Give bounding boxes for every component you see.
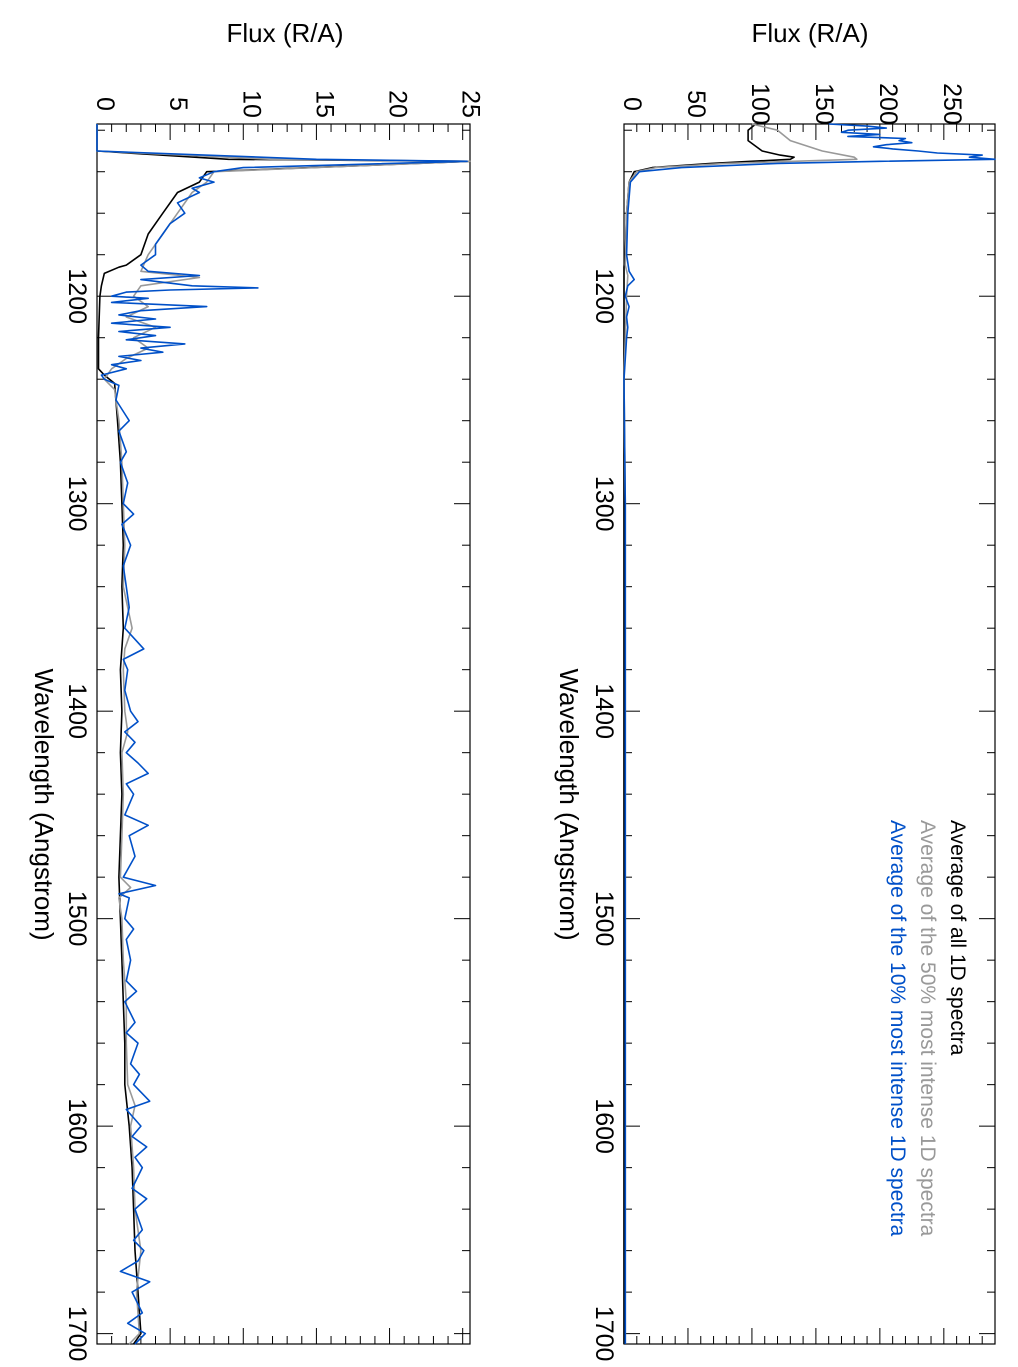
y-tick-label: 100: [746, 83, 774, 125]
x-axis-title: Wavelength (Angstrom): [29, 668, 59, 940]
legend-entry-50pct: Average of the 50% most intense 1D spect…: [916, 820, 939, 1237]
y-tick-label: 250: [938, 83, 966, 125]
x-axis-title: Wavelength (Angstrom): [554, 668, 584, 940]
series-line-1: [96, 124, 471, 1345]
y-tick-label: 25: [457, 90, 485, 118]
x-tick-label: 1500: [590, 891, 618, 947]
x-tick-label: 1600: [590, 1098, 618, 1154]
series-line-3: [96, 124, 468, 1345]
x-tick-label: 1200: [63, 268, 91, 324]
x-tick-label: 1600: [63, 1098, 91, 1154]
series-line-2: [623, 123, 858, 1344]
series-line-1: [623, 123, 795, 1344]
y-tick-label: 15: [310, 90, 338, 118]
x-tick-label: 1300: [590, 476, 618, 532]
y-tick-label: 150: [810, 83, 838, 125]
y-axis-title: Flux (R/A): [752, 18, 869, 48]
legend: Average of all 1D spectra Average of the…: [886, 820, 969, 1237]
x-tick-label: 1700: [590, 1306, 618, 1362]
y-tick-label: 5: [164, 97, 192, 111]
series-line-2: [96, 124, 471, 1345]
plot-frame: [96, 123, 471, 1345]
top-chart-panel: 1200 1300 1400 1500 1600 1700 0 50 100 150 200 250 F…: [554, 18, 996, 1362]
legend-entry-all: Average of all 1D spectra: [946, 820, 969, 1056]
y-axis-title: Flux (R/A): [227, 18, 344, 48]
y-tick-label: 10: [237, 90, 265, 118]
y-tick-label: 0: [91, 97, 119, 111]
y-tick-label: 50: [682, 90, 710, 118]
legend-entry-10pct: Average of the 10% most intense 1D spect…: [886, 820, 909, 1237]
series-line-3: [623, 123, 996, 1344]
y-tick-label: 200: [874, 83, 902, 125]
x-tick-label: 1500: [63, 891, 91, 947]
x-tick-label: 1300: [63, 476, 91, 532]
x-tick-label: 1700: [63, 1306, 91, 1362]
x-tick-label: 1200: [590, 268, 618, 324]
y-tick-label: 20: [384, 90, 412, 118]
bottom-chart-panel: 1200 1300 1400 1500 1600 1700 0 5 10 15 20 25 Flux (…: [29, 18, 485, 1361]
x-tick-label: 1400: [63, 683, 91, 739]
x-tick-label: 1400: [590, 683, 618, 739]
y-tick-label: 0: [618, 97, 646, 111]
